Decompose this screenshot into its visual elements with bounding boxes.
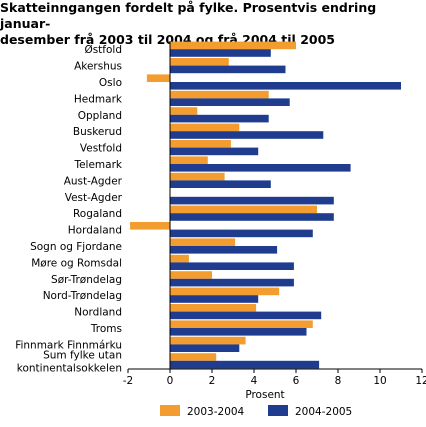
bar-series-2	[170, 278, 294, 287]
category-label: Hordaland	[68, 225, 122, 237]
bar-series-1	[170, 205, 317, 214]
x-tick-label: 0	[167, 375, 174, 387]
bar-series-1	[170, 336, 246, 345]
bar-series-1	[170, 107, 198, 115]
x-tick-label: 8	[335, 375, 342, 387]
bar-series-1	[170, 41, 296, 50]
category-label: Aust-Agder	[64, 175, 123, 187]
bar-series-2	[170, 262, 294, 270]
bar-series-1	[170, 271, 212, 279]
legend-swatch	[268, 405, 288, 416]
category-label: Akershus	[74, 61, 122, 73]
category-label: Rogaland	[73, 208, 122, 220]
x-tick-label: 6	[293, 375, 300, 387]
category-label: Buskerud	[73, 126, 122, 138]
category-label: Nord-Trøndelag	[43, 290, 122, 302]
bar-series-1	[170, 254, 189, 263]
category-label: Vestfold	[80, 143, 122, 155]
category-label: Sogn og Fjordane	[30, 241, 122, 253]
bar-series-2	[170, 98, 290, 106]
category-label: Oslo	[99, 77, 122, 89]
x-tick-label: 10	[373, 375, 386, 387]
category-label: Finnmark Finnmárku	[15, 339, 122, 351]
category-label: Hedmark	[74, 93, 123, 105]
bar-series-2	[170, 196, 334, 205]
x-tick-label: 12	[415, 375, 426, 387]
bar-series-2	[170, 246, 278, 254]
x-tick-label: 4	[251, 375, 258, 387]
x-axis-label: Prosent	[245, 389, 284, 401]
bar-series-1	[170, 172, 225, 181]
bar-series-2	[170, 311, 322, 320]
chart-title-line-1: Skatteinngangen fordelt på fylke. Prosen…	[0, 0, 377, 31]
category-label: Sum fylke utan	[43, 349, 122, 361]
bar-series-2	[170, 65, 286, 74]
x-tick-label: 2	[209, 375, 216, 387]
bar-series-2	[170, 131, 324, 139]
bar-series-1	[170, 58, 229, 66]
legend-swatch	[160, 405, 180, 416]
category-label: Oppland	[78, 110, 122, 122]
x-tick-label: -2	[123, 375, 133, 387]
bar-series-2	[170, 180, 271, 188]
bar-series-2	[170, 49, 271, 57]
bar-series-1	[146, 74, 170, 82]
category-label: Sør-Trøndelag	[51, 274, 122, 286]
bar-series-1	[170, 320, 313, 328]
category-label: kontinentalsokkelen	[17, 362, 122, 374]
bar-series-1	[130, 222, 170, 230]
bar-series-2	[170, 360, 320, 369]
bar-series-2	[170, 164, 351, 172]
bar-series-2	[170, 328, 307, 336]
category-label: Vest-Agder	[65, 192, 123, 204]
bar-series-2	[170, 82, 401, 90]
bar-series-2	[170, 229, 313, 238]
bar-series-1	[170, 156, 208, 164]
bar-series-2	[170, 114, 269, 123]
bar-series-2	[170, 213, 334, 221]
bar-series-1	[170, 123, 240, 132]
legend-label: 2003-2004	[187, 406, 245, 418]
bar-series-1	[170, 140, 231, 148]
category-label: Møre og Romsdal	[31, 257, 122, 269]
category-label: Telemark	[73, 159, 122, 171]
legend-label: 2004-2005	[295, 406, 352, 418]
bar-series-1	[170, 90, 269, 99]
category-label: Nordland	[74, 307, 122, 319]
bar-series-2	[170, 295, 259, 303]
bar-series-1	[170, 304, 257, 312]
category-label: Troms	[90, 323, 122, 335]
bar-series-2	[170, 147, 259, 156]
bar-series-2	[170, 344, 240, 352]
bar-series-1	[170, 353, 217, 361]
bar-series-1	[170, 238, 236, 246]
category-label: Østfold	[84, 44, 122, 56]
bar-series-1	[170, 287, 280, 296]
